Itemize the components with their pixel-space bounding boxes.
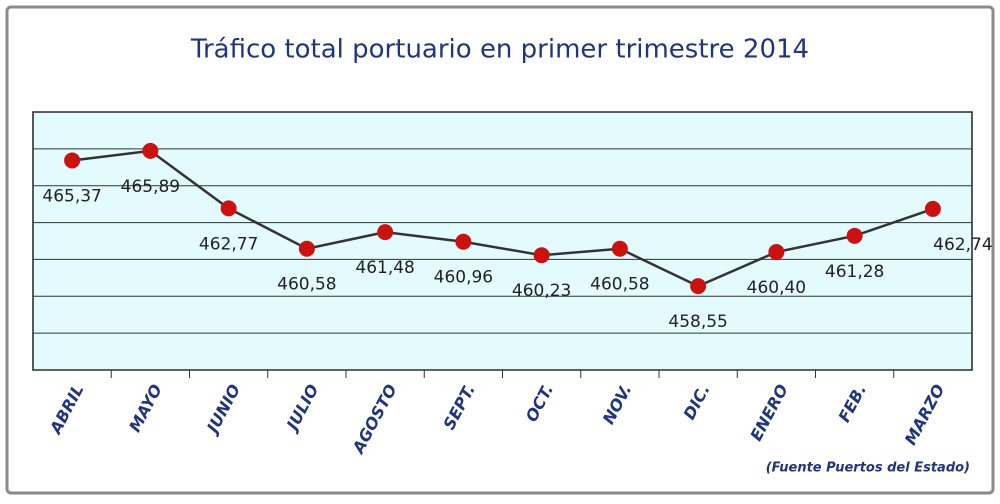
data-label: 461,28 — [825, 262, 884, 282]
data-label: 460,40 — [747, 278, 806, 298]
marker — [533, 247, 550, 264]
chart-title: Tráfico total portuario en primer trimes… — [190, 35, 809, 65]
marker — [298, 240, 315, 257]
marker — [64, 152, 81, 169]
marker — [924, 200, 941, 217]
source-note: (Fuente Puertos del Estado) — [766, 461, 970, 476]
data-label: 462,77 — [199, 234, 258, 254]
marker — [455, 233, 472, 250]
data-label: 465,37 — [42, 186, 101, 206]
marker — [611, 240, 628, 257]
marker — [142, 142, 159, 159]
marker — [220, 200, 237, 217]
marker — [768, 244, 785, 261]
data-label: 460,58 — [590, 275, 649, 295]
data-label: 460,23 — [512, 281, 571, 301]
marker — [846, 227, 863, 244]
data-label: 458,55 — [668, 312, 727, 332]
data-label: 460,58 — [277, 275, 336, 295]
plot-area — [32, 111, 973, 371]
data-label: 460,96 — [434, 268, 493, 288]
marker — [377, 224, 394, 241]
line — [71, 149, 934, 288]
data-label: 462,74 — [933, 235, 992, 255]
data-label: 465,89 — [121, 177, 180, 197]
marker — [690, 278, 707, 295]
data-label: 461,48 — [355, 258, 414, 278]
